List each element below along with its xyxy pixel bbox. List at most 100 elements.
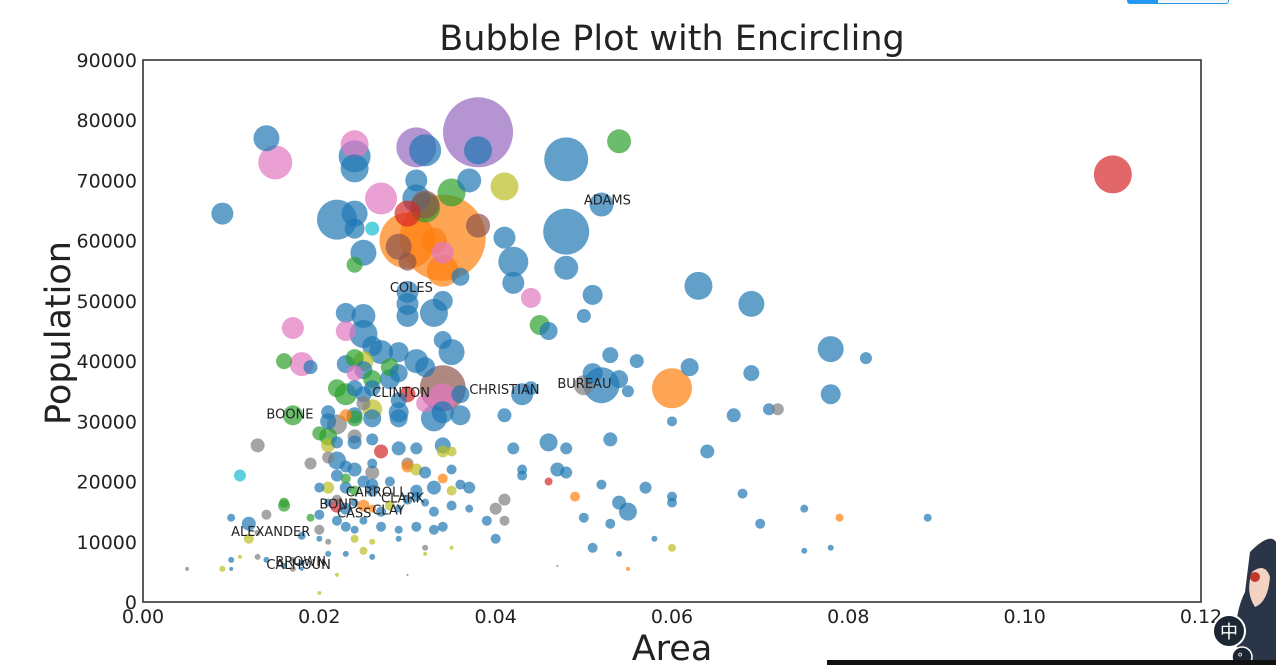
bubble-point-7: [253, 125, 280, 152]
bubble-point-219: [668, 543, 676, 552]
bubble-point-11: [490, 172, 519, 201]
x-axis-label: Area: [632, 629, 713, 665]
x-tick-label-1: 0.02: [298, 606, 340, 628]
bubble-point-9: [607, 129, 632, 154]
bubble-point-152: [544, 477, 553, 486]
bubble-point-136: [340, 473, 351, 484]
point-label-boone: BOONE: [266, 407, 313, 422]
corner-progress-widget[interactable]: [1127, 0, 1229, 4]
taskbar-strip: [827, 660, 1276, 665]
bubble-point-223: [923, 513, 932, 522]
bubble-point-194: [324, 498, 333, 507]
bubble-point-98: [363, 409, 382, 428]
y-tick-label-9: 90000: [77, 50, 137, 72]
bubble-point-32: [466, 213, 491, 238]
y-tick-label-6: 60000: [77, 231, 137, 253]
x-tick-label-4: 0.08: [827, 606, 869, 628]
bubble-point-201: [376, 506, 387, 517]
bubble-point-264: [423, 551, 428, 556]
bubble-point-95: [321, 405, 336, 420]
ime-toggle-icon: [1212, 614, 1246, 648]
bubble-point-170: [771, 403, 784, 416]
bubble-point-146: [426, 480, 441, 495]
bubble-point-261: [299, 566, 304, 571]
y-tick-label-3: 30000: [77, 411, 137, 433]
bubble-point-164: [612, 495, 627, 510]
bubble-point-213: [490, 533, 501, 544]
bubble-point-193: [314, 509, 325, 520]
point-label-clay: CLAY: [372, 504, 405, 519]
bubble-point-88: [431, 401, 454, 424]
bubble-point-106: [312, 426, 327, 441]
avatar-accent-shape: [1250, 572, 1260, 582]
y-tick-label-0: 0: [125, 592, 137, 614]
bubble-point-37: [543, 208, 590, 255]
bubble-point-238: [297, 531, 306, 540]
bubble-point-192: [306, 513, 315, 522]
bubble-point-173: [582, 363, 603, 384]
bubble-point-157: [560, 442, 573, 455]
bubble-point-8: [258, 145, 293, 180]
bubble-point-263: [406, 573, 409, 576]
bubble-point-160: [596, 479, 607, 490]
bubble-point-266: [449, 545, 454, 550]
bubble-point-244: [254, 529, 261, 536]
bubble-point-233: [394, 525, 403, 534]
bubble-point-161: [570, 491, 581, 502]
bubble-point-249: [369, 553, 376, 560]
bubble-point-236: [437, 521, 448, 532]
bubble-point-96: [339, 409, 352, 422]
bubble-point-115: [410, 442, 423, 455]
bubble-point-158: [603, 432, 618, 447]
bubble-point-43: [520, 287, 541, 308]
floating-assistant-avatar[interactable]: 中 °,: [1210, 532, 1276, 665]
bubble-point-12: [457, 168, 482, 193]
x-tick-label-6: 0.12: [1180, 606, 1222, 628]
bubble-point-14: [211, 202, 234, 225]
bubble-point-62: [415, 357, 436, 378]
bubble-point-83: [364, 380, 381, 397]
bubble-point-125: [304, 457, 317, 470]
bubble-point-259: [281, 562, 288, 569]
bubble-point-255: [298, 559, 305, 566]
bubble-point-18: [365, 182, 398, 215]
bubble-point-118: [446, 446, 457, 457]
bubble-point-53: [335, 302, 356, 323]
bubble-point-205: [411, 491, 422, 502]
bubble-point-207: [428, 506, 439, 517]
point-label-clark: CLARK: [381, 492, 425, 507]
bubble-point-214: [578, 512, 589, 523]
point-label-calhoun: CALHOUN: [266, 558, 330, 573]
point-label-alexander: ALEXANDER: [231, 525, 310, 540]
bubble-point-167: [667, 416, 677, 427]
bubble-point-141: [322, 481, 335, 494]
y-tick-label-7: 70000: [77, 170, 137, 192]
bubble-point-231: [359, 516, 368, 525]
bubble-point-41: [502, 271, 525, 294]
bubble-point-119: [374, 444, 389, 459]
bubble-point-133: [455, 479, 466, 490]
bubble-point-195: [331, 494, 342, 505]
bubble-point-117: [436, 445, 449, 458]
point-label-coles: COLES: [390, 281, 433, 296]
bubble-point-220: [755, 518, 766, 529]
bubble-point-4: [340, 130, 369, 159]
bubble-point-260: [289, 565, 296, 572]
bubble-point-77: [389, 364, 408, 383]
point-label-carroll: CARROLL: [346, 486, 408, 501]
x-tick-label-3: 0.06: [651, 606, 693, 628]
bubble-point-159: [639, 481, 652, 494]
bubble-point-171: [737, 488, 748, 499]
bubble-point-92: [356, 396, 371, 411]
bubble-point-63: [433, 331, 452, 350]
bubble-point-147: [446, 485, 457, 496]
bubble-point-39: [493, 226, 516, 249]
annotation-layer: ADAMS CHRISTIAN BUREAU COLES CLINTON BOONE CAR…: [231, 194, 631, 573]
bubble-point-248: [359, 546, 368, 555]
bubble-point-114: [391, 441, 406, 456]
bubble-point-257: [219, 565, 226, 572]
bubble-point-235: [428, 524, 439, 535]
bubble-point-58: [362, 336, 383, 357]
corner-progress-fill: [1128, 0, 1158, 3]
